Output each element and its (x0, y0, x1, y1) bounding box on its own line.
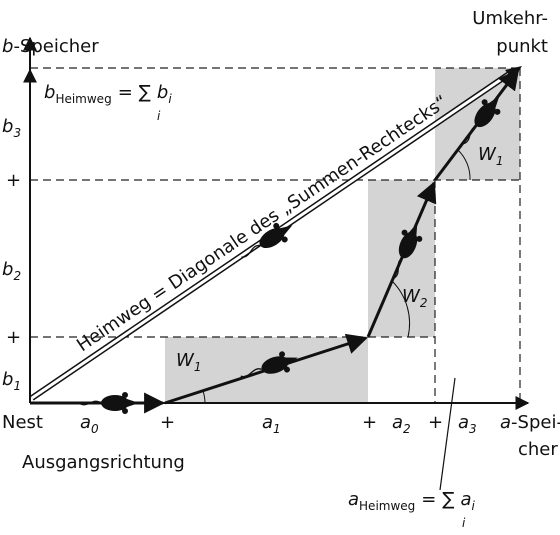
eq: = (421, 489, 436, 510)
x-segment: a1 (262, 412, 281, 436)
var: a (348, 489, 359, 510)
sub: 1 (194, 360, 202, 374)
sub: Heimweg (359, 499, 415, 513)
x-segment: a3 (458, 412, 477, 436)
y-segment: b3 (2, 116, 21, 140)
sub: 0 (91, 422, 99, 436)
sub: 1 (13, 379, 21, 393)
sub: i (168, 92, 172, 106)
var: W (176, 350, 195, 371)
a-formula: aHeimweg = ∑ ai i (348, 489, 476, 530)
var: b (2, 369, 13, 390)
var: b (2, 116, 13, 137)
turn-point: Umkehr- (472, 8, 548, 29)
var: a (500, 412, 511, 433)
var: b (2, 36, 13, 57)
sub: 1 (273, 422, 281, 436)
angle-arc (202, 390, 206, 404)
eq: = (118, 82, 133, 103)
x-segment: a2 (392, 412, 411, 436)
pointer-line (439, 377, 456, 491)
angle-label: W1 (478, 144, 503, 168)
index: i (462, 516, 466, 530)
sub: 3 (13, 126, 21, 140)
angle-arc (457, 149, 471, 181)
y-axis-label: b-Speicher (2, 36, 99, 57)
var: b (44, 82, 55, 103)
var: a (80, 412, 91, 433)
var: b (2, 259, 13, 280)
var: a (262, 412, 273, 433)
plus: + (6, 327, 21, 348)
sum: ∑ (442, 489, 454, 510)
sum: ∑ (139, 82, 151, 103)
origin: Nest (2, 412, 43, 433)
dashed-guides (30, 67, 521, 403)
sub: 3 (469, 422, 477, 436)
sub: 2 (13, 269, 21, 283)
sub: Heimweg (55, 92, 111, 106)
x-axis-label: a-Spei- (500, 412, 560, 433)
angle-label: W1 (176, 350, 201, 374)
x-axis-label: cher (518, 439, 558, 460)
var: W (478, 144, 497, 165)
angle-arc (391, 280, 411, 338)
y-segment: b2 (2, 259, 21, 283)
plus: + (428, 412, 443, 433)
sub: i (472, 499, 476, 513)
index: i (157, 109, 161, 123)
sub: 2 (420, 296, 428, 310)
sub: 2 (403, 422, 411, 436)
text: -Spei- (511, 412, 560, 433)
svg-text:bHeimweg=∑bi: bHeimweg = ∑ bi (44, 82, 172, 106)
path-segment (366, 181, 437, 338)
plus: + (362, 412, 377, 433)
var: a (461, 489, 472, 510)
svg-text:aHeimweg=∑ai: aHeimweg = ∑ ai (348, 489, 476, 513)
var: a (392, 412, 403, 433)
b-formula: bHeimweg = ∑ bi i (44, 82, 172, 123)
var: a (458, 412, 469, 433)
text: -Speicher (13, 36, 99, 57)
x-segment: a0 (80, 412, 99, 436)
angle-label: W2 (402, 286, 427, 310)
y-segment: b1 (2, 369, 21, 393)
plus: + (6, 170, 21, 191)
var: W (402, 286, 421, 307)
plus: + (160, 412, 175, 433)
var: b (157, 82, 168, 103)
start-direction: Ausgangsrichtung (22, 452, 185, 473)
turn-point: punkt (496, 36, 548, 57)
sub: 1 (496, 154, 504, 168)
